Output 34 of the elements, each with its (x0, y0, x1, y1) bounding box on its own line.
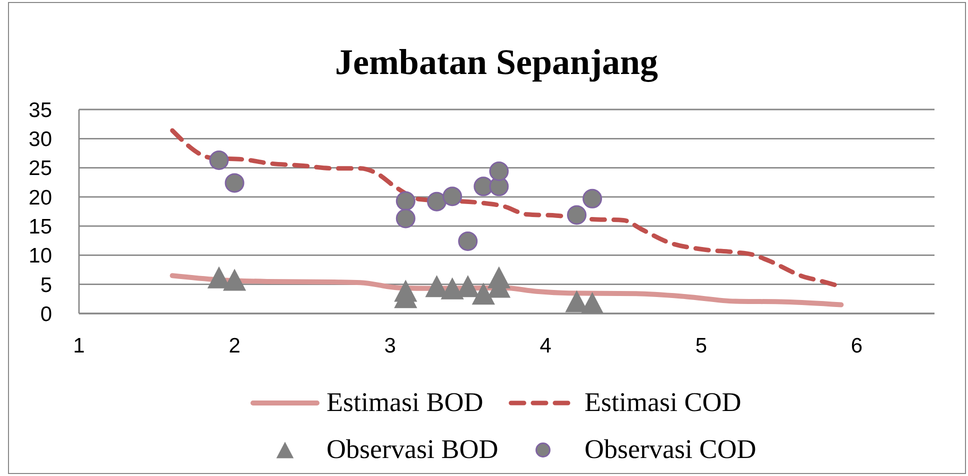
x-tick-label: 6 (850, 334, 863, 358)
point (222, 268, 246, 291)
chart-title: Jembatan Sepanjang (334, 40, 660, 84)
point (440, 277, 464, 300)
point (396, 208, 416, 228)
point (474, 176, 494, 196)
x-tick-label: 3 (384, 334, 396, 358)
point (442, 186, 462, 206)
y-tick-label: 15 (28, 216, 52, 239)
y-tick-label: 35 (28, 98, 52, 122)
point (580, 292, 604, 314)
y-tick-label: 20 (28, 186, 52, 210)
point (427, 192, 447, 212)
point (566, 205, 586, 225)
y-tick-label: 0 (40, 302, 52, 326)
point (224, 173, 244, 193)
x-tick-label: 2 (228, 334, 240, 358)
legend-label: Estimasi BOD (326, 387, 484, 418)
y-tick-label: 5 (40, 274, 52, 297)
legend-label: Estimasi COD (584, 387, 742, 418)
x-tick-label: 1 (73, 334, 85, 358)
point (472, 282, 495, 305)
legend-label: Observasi COD (584, 434, 756, 465)
y-tick-label: 25 (28, 157, 52, 180)
y-tick-label: 10 (28, 244, 52, 268)
y-tick-label: 30 (28, 128, 52, 152)
legend-label: Observasi BOD (326, 434, 498, 465)
point (396, 191, 416, 211)
x-tick-label: 4 (540, 334, 552, 358)
point (582, 188, 602, 208)
point (489, 162, 509, 182)
point (209, 150, 229, 170)
x-tick-label: 5 (695, 334, 708, 358)
point (458, 231, 478, 251)
